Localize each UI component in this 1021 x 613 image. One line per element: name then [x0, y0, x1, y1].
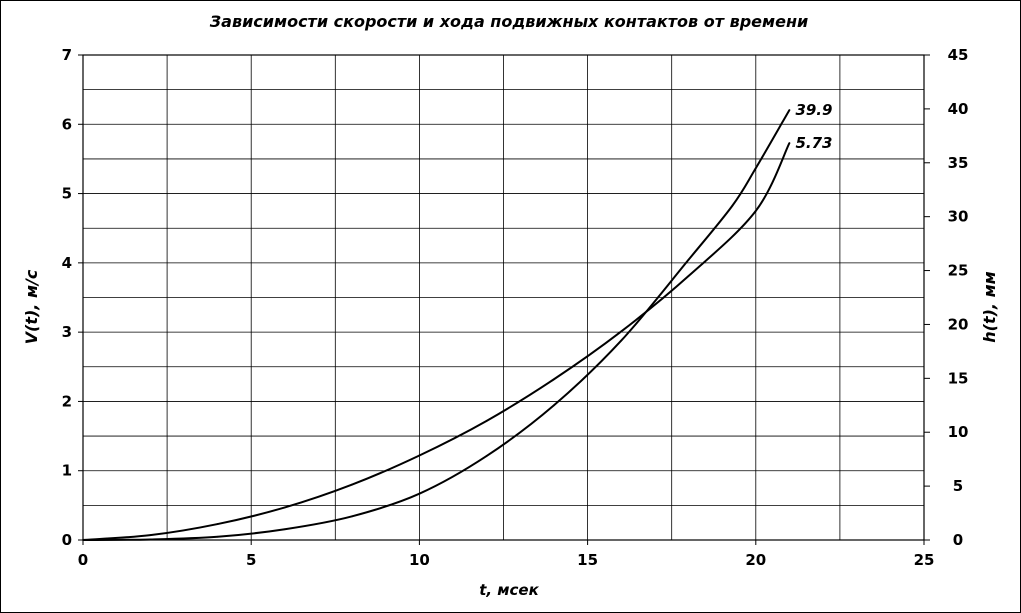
velocity-curve-v-point — [620, 330, 623, 333]
velocity-curve-v-point — [553, 378, 555, 381]
stroke-curve-h-end-label: 39.9 — [795, 101, 832, 119]
y-right-tick-label: 15 — [948, 369, 969, 387]
y-right-tick-label: 45 — [948, 46, 969, 64]
y-left-tick-label: 3 — [62, 323, 72, 341]
y-left-tick-label: 0 — [62, 531, 72, 549]
x-axis-label: t, мсек — [479, 581, 539, 599]
y-axis-left: 0 1 2 3 4 5 6 7 — [62, 46, 83, 549]
stroke-curve-h-point — [620, 339, 623, 342]
velocity-curve-v-point — [754, 209, 757, 212]
y-right-tick-label: 20 — [948, 315, 969, 333]
y-right-tick-label: 0 — [953, 531, 963, 549]
velocity-curve-v-point — [149, 534, 152, 537]
velocity-curve-v — [82, 142, 791, 541]
y-left-tick-label: 7 — [62, 46, 72, 64]
stroke-curve-h-point — [754, 167, 757, 170]
grid — [82, 54, 925, 541]
stroke-curve-h-point — [553, 404, 555, 407]
velocity-curve-v-point — [283, 506, 286, 509]
x-axis: 0 5 10 15 20 25 — [78, 540, 935, 569]
x-tick-label: 5 — [246, 551, 256, 569]
y-left-tick-label: 1 — [62, 462, 72, 480]
velocity-curve-v-point — [788, 142, 791, 144]
y-left-tick-label: 4 — [62, 254, 72, 272]
x-tick-label: 20 — [745, 551, 766, 569]
stroke-curve-h-point — [351, 515, 354, 518]
y-axis-right: 0 5 10 15 20 25 30 35 40 45 — [924, 46, 968, 549]
velocity-curve-v-end-label: 5.73 — [795, 134, 832, 152]
stroke-curve-h-point — [149, 538, 152, 541]
y-right-tick-label: 5 — [953, 477, 963, 495]
stroke-curve-h-point — [788, 109, 791, 111]
y-right-tick-label: 25 — [948, 262, 969, 280]
y-right-tick-label: 40 — [948, 100, 969, 118]
y-axis-right-label: h(t), мм — [980, 271, 999, 342]
velocity-curve-v-point — [485, 419, 488, 422]
x-tick-label: 15 — [577, 551, 598, 569]
y-right-tick-label: 30 — [948, 208, 969, 226]
y-left-tick-label: 2 — [62, 392, 72, 410]
velocity-curve-v-point — [418, 454, 421, 457]
y-left-tick-label: 6 — [62, 115, 72, 133]
stroke-curve-h-point — [731, 204, 734, 207]
x-tick-label: 10 — [409, 551, 430, 569]
velocity-curve-v-point — [687, 275, 690, 277]
stroke-curve-h-point — [485, 455, 488, 457]
plot-area — [82, 54, 925, 541]
stroke-curve-h-point — [418, 492, 421, 495]
stroke-curve-h — [82, 109, 791, 541]
chart-title: Зависимости скорости и хода подвижных ко… — [209, 12, 808, 31]
y-right-tick-label: 10 — [948, 423, 969, 441]
velocity-curve-v-point — [351, 483, 354, 486]
y-left-tick-label: 5 — [62, 185, 72, 203]
stroke-curve-h-point — [82, 539, 84, 541]
stroke-curve-h-point — [283, 528, 286, 531]
stroke-curve-h-point — [687, 258, 690, 261]
series-group: 5.73 39.9 — [82, 101, 832, 541]
y-axis-left-label: V(t), м/с — [22, 269, 41, 344]
stroke-curve-h-point — [216, 535, 219, 538]
velocity-curve-v-point — [216, 523, 219, 525]
x-tick-label: 25 — [914, 551, 935, 569]
y-right-tick-label: 35 — [948, 154, 969, 172]
x-tick-label: 0 — [78, 551, 88, 569]
